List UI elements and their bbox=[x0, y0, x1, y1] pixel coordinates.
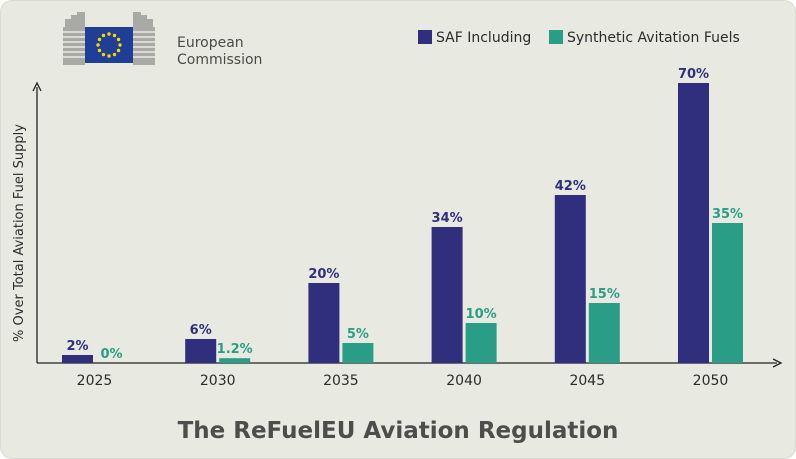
bar-saf-2025 bbox=[62, 355, 93, 363]
x-tick-label-2040: 2040 bbox=[446, 373, 482, 389]
eu-star bbox=[101, 33, 106, 38]
eu-star bbox=[118, 43, 122, 47]
x-tick-label-2050: 2050 bbox=[693, 373, 729, 389]
bar-synthetic-2035 bbox=[342, 343, 374, 363]
european-commission-logo: European Commission bbox=[63, 12, 262, 68]
eu-star bbox=[107, 54, 111, 58]
brand-line-2: Commission bbox=[177, 52, 262, 68]
bar-synthetic-2050 bbox=[712, 223, 743, 363]
bar-saf-2045 bbox=[554, 195, 586, 363]
eu-star bbox=[116, 37, 121, 42]
value-label-synthetic-2030: 1.2% bbox=[217, 342, 253, 357]
value-labels: 2% 0% 6% 1.2% 20% 5% 34% 10% 42% 15% 70% 35% bbox=[66, 67, 743, 362]
legend: SAF Including Synthetic Avitation Fuels bbox=[418, 30, 740, 46]
eu-star bbox=[107, 32, 111, 36]
bar-saf-2050 bbox=[678, 83, 709, 363]
eu-star bbox=[96, 43, 100, 47]
value-label-synthetic-2040: 10% bbox=[466, 307, 497, 322]
eu-star bbox=[97, 37, 102, 42]
legend-swatch-synthetic bbox=[549, 30, 563, 44]
eu-stars bbox=[96, 32, 122, 58]
value-label-saf-2025: 2% bbox=[66, 339, 88, 354]
value-label-synthetic-2025: 0% bbox=[100, 347, 122, 362]
value-label-synthetic-2045: 15% bbox=[589, 287, 620, 302]
value-label-saf-2045: 42% bbox=[555, 179, 586, 194]
bar-saf-2040 bbox=[431, 227, 463, 363]
value-label-synthetic-2050: 35% bbox=[712, 207, 743, 222]
value-label-synthetic-2035: 5% bbox=[347, 327, 369, 342]
x-tick-label-2045: 2045 bbox=[569, 373, 605, 389]
value-label-saf-2035: 20% bbox=[308, 267, 339, 282]
bar-saf-2030 bbox=[185, 339, 217, 363]
chart-title: The ReFuelEU Aviation Regulation bbox=[178, 418, 619, 444]
value-label-saf-2050: 70% bbox=[678, 67, 709, 82]
x-tick-label-2025: 2025 bbox=[77, 373, 113, 389]
bar-synthetic-2045 bbox=[588, 303, 620, 363]
eu-star bbox=[112, 33, 117, 38]
brand-line-1: European bbox=[177, 35, 244, 51]
x-tick-label-2030: 2030 bbox=[200, 373, 236, 389]
x-tick-labels: 2025 2030 2035 2040 2045 2050 bbox=[77, 373, 729, 389]
y-axis-title: % Over Total Aviation Fuel Supply bbox=[12, 124, 27, 342]
value-label-saf-2040: 34% bbox=[432, 211, 463, 226]
bar-synthetic-2040 bbox=[465, 323, 497, 363]
x-axis-arrow bbox=[772, 358, 783, 368]
axes bbox=[32, 81, 783, 368]
y-axis-arrow bbox=[32, 81, 42, 92]
eu-star bbox=[112, 52, 117, 57]
legend-label-synthetic: Synthetic Avitation Fuels bbox=[567, 30, 740, 46]
bar-synthetic-2030 bbox=[219, 358, 251, 363]
bars bbox=[62, 83, 743, 363]
eu-star bbox=[101, 52, 106, 57]
x-tick-label-2035: 2035 bbox=[323, 373, 359, 389]
value-label-saf-2030: 6% bbox=[190, 323, 212, 338]
eu-star bbox=[97, 48, 102, 53]
legend-swatch-saf bbox=[418, 30, 432, 44]
bar-saf-2035 bbox=[308, 283, 340, 363]
legend-label-saf: SAF Including bbox=[436, 30, 531, 46]
eu-star bbox=[116, 48, 121, 53]
